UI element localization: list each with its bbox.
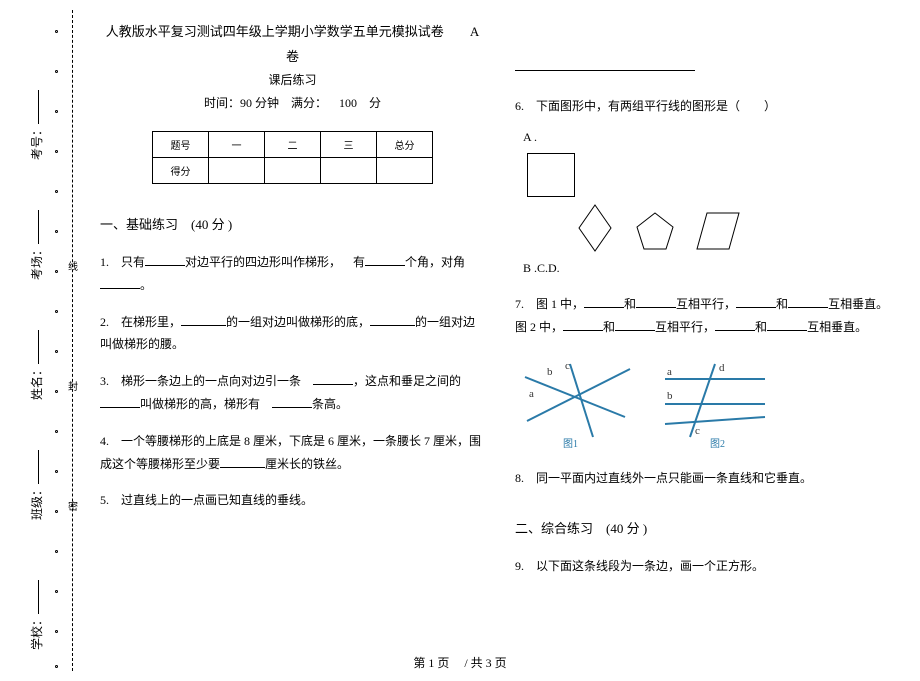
svg-text:d: d	[719, 362, 725, 374]
score-h1: 题号	[153, 131, 209, 157]
q6-option-a-label: A .	[523, 126, 900, 149]
svg-text:a: a	[529, 388, 534, 400]
question-2: 2. 在梯形里，的一组对边叫做梯形的底，的一组对边叫做梯形的腰。	[100, 311, 485, 357]
title-line3: 时间：90 分钟 满分： 100 分	[100, 92, 485, 115]
svg-text:b: b	[667, 390, 673, 402]
binding-label-room: 考场：	[28, 210, 45, 280]
pentagon-icon	[633, 209, 677, 253]
score-table: 题号 一 二 三 总分 得分	[152, 131, 433, 184]
binding-margin: 密 封 线 学校： 班级： 姓名： 考场： 考号：	[0, 0, 90, 681]
question-3: 3. 梯形一条边上的一点向对边引一条 ，这点和垂足之间的 叫做梯形的高，梯形有 …	[100, 370, 485, 416]
q6-options-shapes	[575, 203, 900, 253]
binding-label-school: 学校：	[28, 580, 45, 650]
binding-dashed-line	[72, 10, 73, 671]
trapezoid-icon	[695, 209, 741, 253]
page-footer: 第 1 页 / 共 3 页	[0, 654, 920, 671]
q7-figure: a b c 图1 a b c d 图2	[515, 359, 775, 449]
score-c1: 一	[209, 131, 265, 157]
score-h2: 得分	[153, 157, 209, 183]
q6-option-a-shape	[527, 153, 575, 197]
binding-mid-b: 封	[68, 378, 78, 393]
svg-text:a: a	[667, 366, 672, 378]
binding-label-name: 姓名：	[28, 330, 45, 400]
score-c4: 总分	[377, 131, 433, 157]
title-line1: 人教版水平复习测试四年级上学期小学数学五单元模拟试卷 A 卷	[100, 20, 485, 69]
question-6: 6. 下面图形中，有两组平行线的图形是（ ） A . B .C.D.	[515, 95, 900, 279]
binding-mid-c: 线	[68, 258, 78, 273]
section-1-title: 一、基础练习 (40 分 )	[100, 214, 485, 233]
svg-text:图2: 图2	[710, 438, 725, 449]
question-4: 4. 一个等腰梯形的上底是 8 厘米，下底是 6 厘米，一条腰长 7 厘米，围成…	[100, 430, 485, 476]
svg-text:图1: 图1	[563, 438, 578, 449]
right-column: 6. 下面图形中，有两组平行线的图形是（ ） A . B .C.D. 7. 图 …	[515, 20, 900, 660]
page-content: 人教版水平复习测试四年级上学期小学数学五单元模拟试卷 A 卷 课后练习 时间：9…	[100, 20, 900, 660]
svg-text:b: b	[547, 366, 553, 378]
score-c2: 二	[265, 131, 321, 157]
binding-dot-column	[56, 10, 57, 671]
binding-label-class: 班级：	[28, 450, 45, 520]
question-1: 1. 只有对边平行的四边形叫作梯形， 有个角，对角 。	[100, 251, 485, 297]
binding-label-number: 考号：	[28, 90, 45, 160]
question-7: 7. 图 1 中，和互相平行，和互相垂直。 图 2 中，和互相平行，和互相垂直。	[515, 293, 900, 339]
binding-mid-a: 密	[68, 498, 78, 513]
title-block: 人教版水平复习测试四年级上学期小学数学五单元模拟试卷 A 卷 课后练习 时间：9…	[100, 20, 485, 115]
svg-text:c: c	[565, 360, 570, 372]
title-line2: 课后练习	[100, 69, 485, 92]
rhombus-icon	[575, 203, 615, 253]
svg-text:c: c	[695, 425, 700, 437]
q5-baseline	[515, 70, 695, 71]
question-5: 5. 过直线上的一点画已知直线的垂线。	[100, 489, 485, 512]
question-8: 8. 同一平面内过直线外一点只能画一条直线和它垂直。	[515, 467, 900, 490]
score-c3: 三	[321, 131, 377, 157]
left-column: 人教版水平复习测试四年级上学期小学数学五单元模拟试卷 A 卷 课后练习 时间：9…	[100, 20, 485, 660]
question-9: 9. 以下面这条线段为一条边，画一个正方形。	[515, 555, 900, 578]
section-2-title: 二、综合练习 (40 分 )	[515, 518, 900, 537]
q6-option-bcd-label: B .C.D.	[523, 257, 900, 280]
